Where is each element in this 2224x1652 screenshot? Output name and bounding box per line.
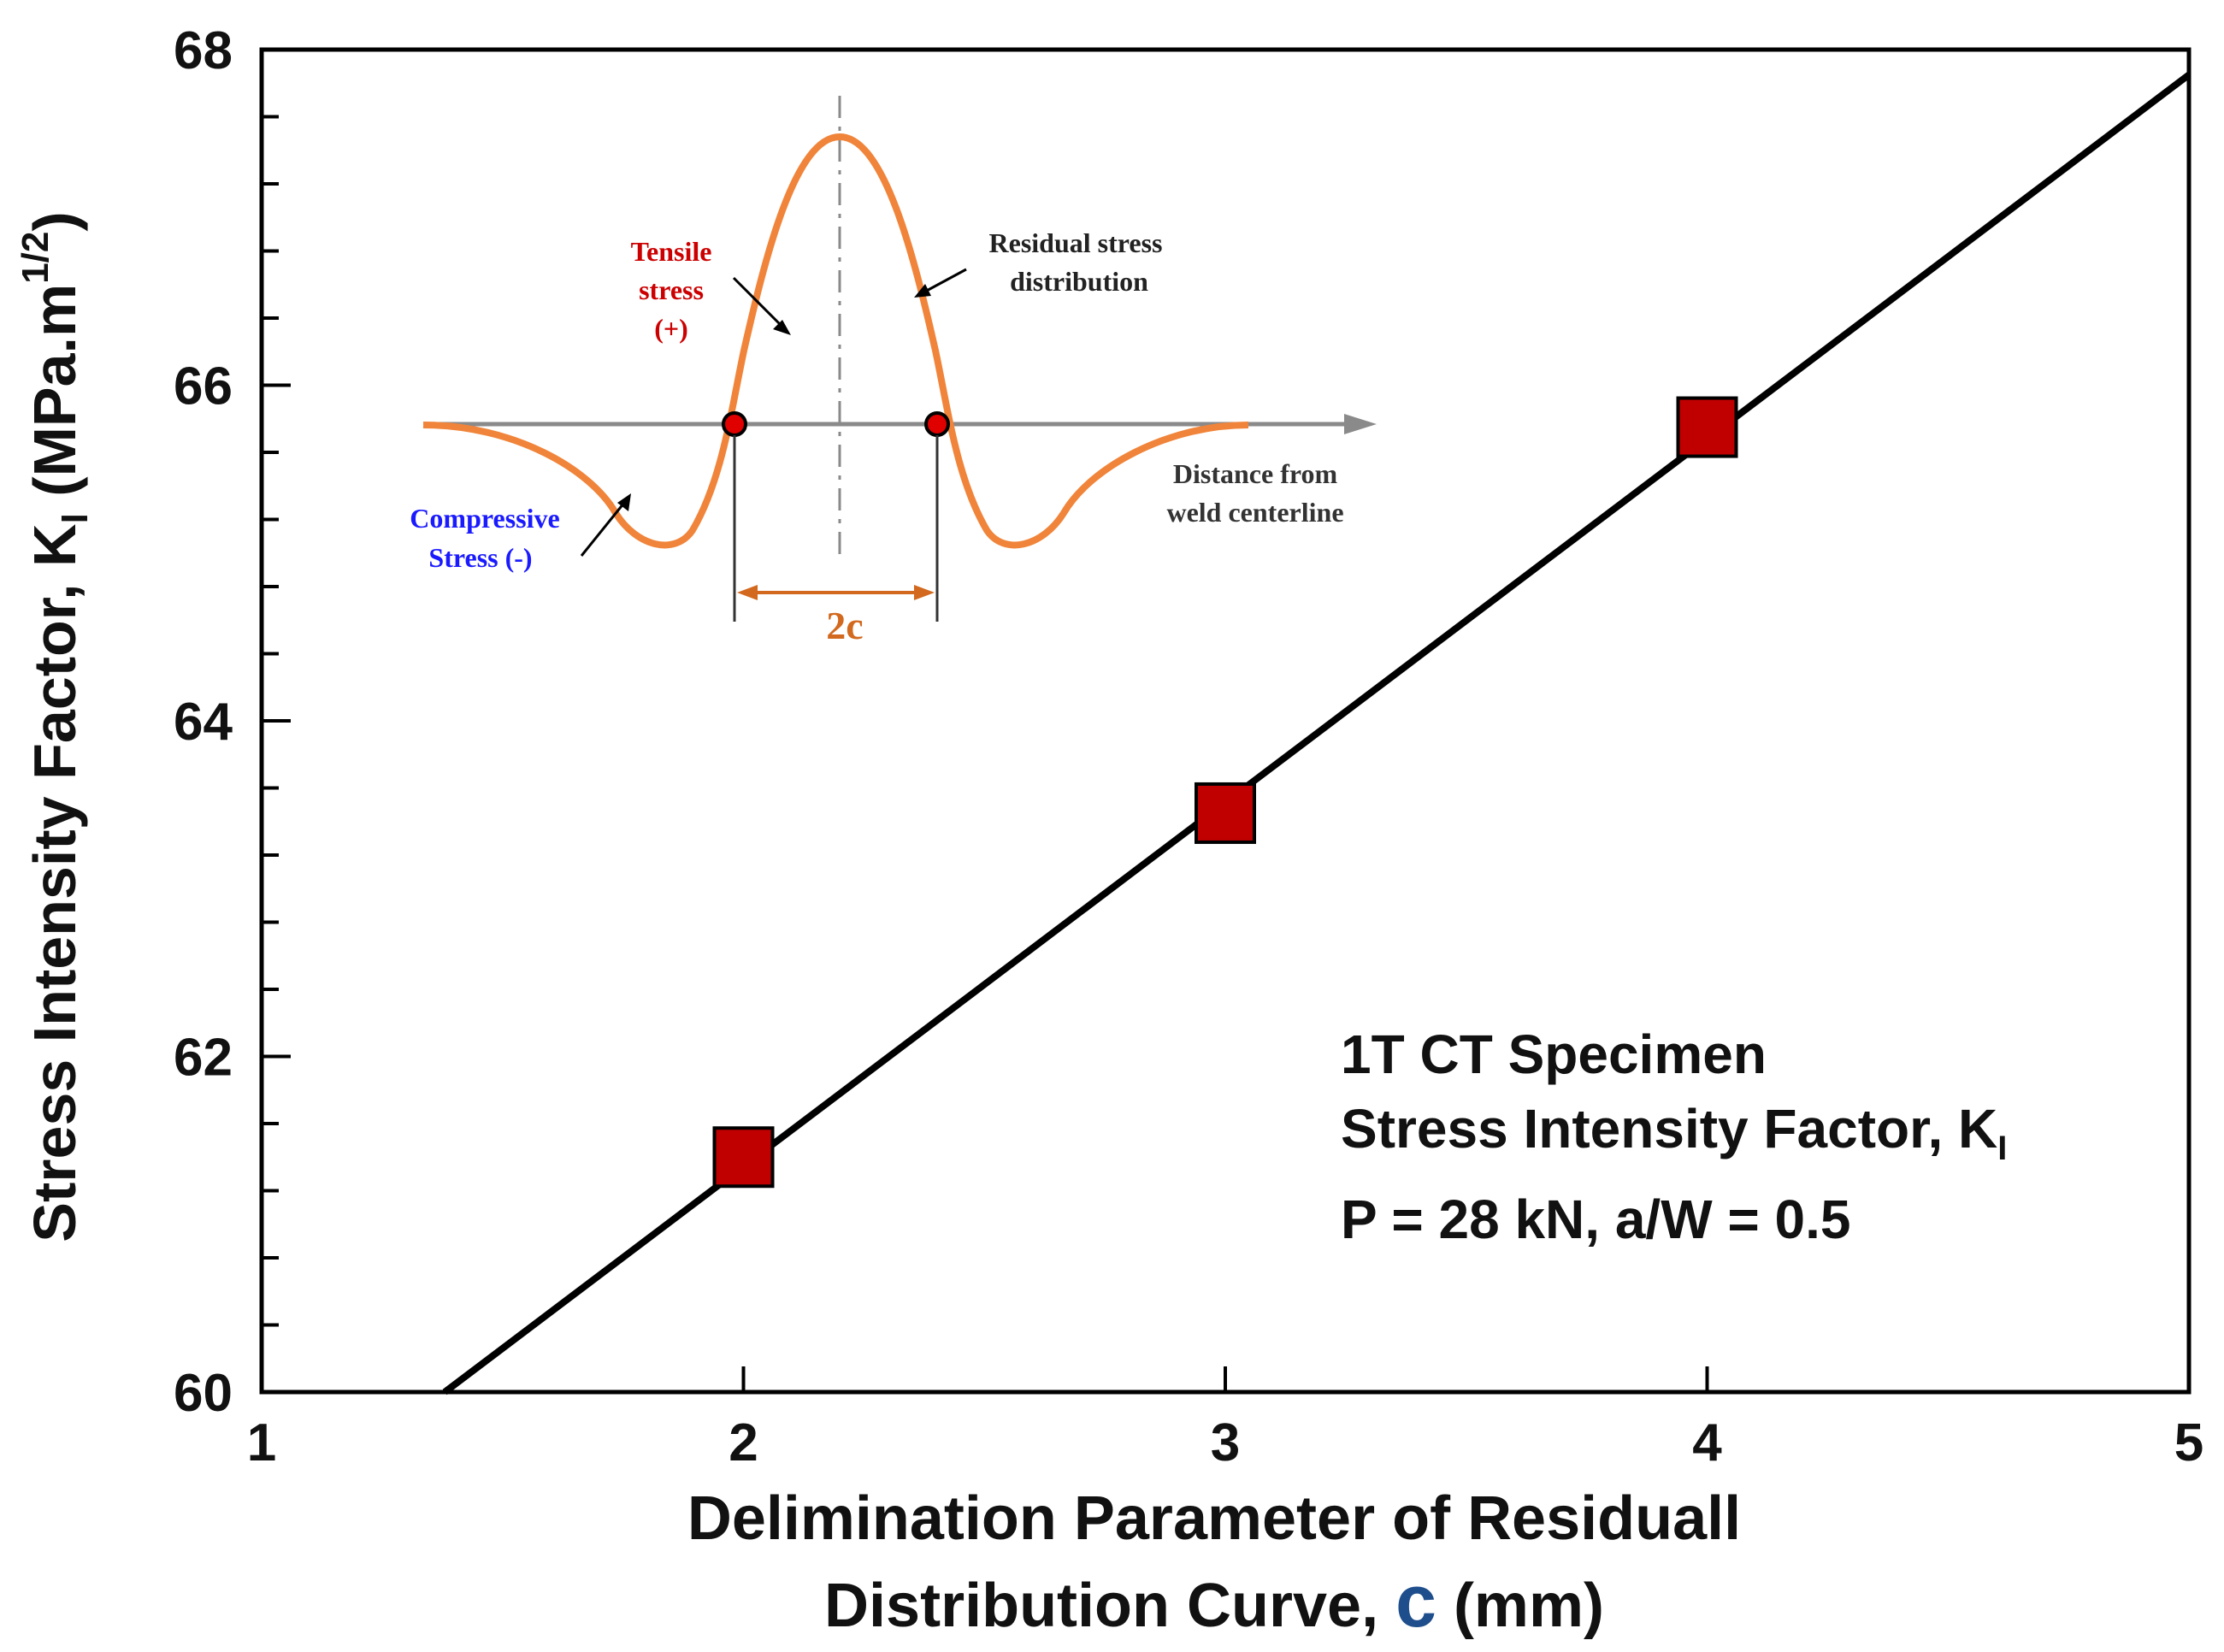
- inset-dim-arrow-right: [914, 585, 935, 600]
- x-tick-label: 1: [247, 1413, 276, 1472]
- y-axis-label-close: ): [21, 211, 88, 231]
- inset-distance-label-1: Distance from: [1173, 458, 1338, 489]
- inset-tensile-label-3: (+): [654, 313, 688, 344]
- y-axis-label-main: Stress Intensity Factor, K: [21, 523, 88, 1242]
- inset-compressive-label-2: Stress (-): [428, 542, 532, 573]
- x-axis-ticks: 1 2 3 4 5: [247, 1366, 2203, 1472]
- inset-tensile-label-2: stress: [639, 274, 704, 305]
- plot-frame: [259, 47, 2192, 1395]
- y-tick-label: 62: [174, 1029, 233, 1088]
- inset-residual-curve: [422, 133, 1249, 549]
- inset-residual-label-2: distribution: [1010, 266, 1148, 297]
- annotation-line1: 1T CT Specimen: [1341, 1024, 1767, 1085]
- inset-crossing-right: [924, 411, 950, 437]
- annotation-line3: P = 28 kN, a/W = 0.5: [1341, 1189, 1851, 1250]
- data-points: [712, 396, 1738, 1189]
- inset-residual-arrow: [923, 268, 967, 294]
- x-tick-label: 2: [729, 1413, 758, 1472]
- y-axis-label-unit: (MPa.m: [21, 284, 88, 513]
- x-axis-label-line1: Delimination Parameter of Residuall: [687, 1484, 1741, 1553]
- inset-axis-arrow: [1344, 414, 1377, 434]
- y-axis-label: Stress Intensity Factor, KI (MPa.m1/2): [15, 211, 96, 1242]
- inset-width-label: 2c: [826, 604, 863, 647]
- y-tick-label: 60: [174, 1364, 233, 1423]
- x-axis-label-symbol: c: [1395, 1561, 1436, 1643]
- inset-compressive-arrow: [580, 502, 626, 557]
- inset-tensile-arrowhead: [773, 320, 791, 335]
- annotation-line2-main: Stress Intensity Factor, K: [1341, 1098, 1997, 1159]
- data-point: [1676, 396, 1738, 458]
- y-axis-label-sub: I: [54, 513, 96, 523]
- y-tick-label: 64: [174, 693, 233, 752]
- annotation-line2-sub: I: [1997, 1130, 2007, 1167]
- x-tick-label: 3: [1211, 1413, 1240, 1472]
- inset-residual-label-1: Residual stress: [989, 227, 1163, 258]
- y-axis-label-sup: 1/2: [15, 232, 56, 284]
- data-point: [1195, 782, 1256, 844]
- inset-schematic: 2c Tensile stress (+) Residual stress di…: [410, 96, 1377, 647]
- x-axis-label-prefix: Distribution Curve,: [824, 1572, 1395, 1640]
- y-tick-label: 66: [174, 357, 233, 416]
- x-axis-label-line2: Distribution Curve, c (mm): [824, 1561, 1604, 1643]
- inset-distance-label-2: weld centerline: [1166, 497, 1343, 528]
- annotation-line2: Stress Intensity Factor, KI: [1341, 1098, 2007, 1167]
- inset-compressive-arrowhead: [617, 493, 631, 511]
- inset-dim-arrow-left: [737, 585, 758, 600]
- x-axis-label-suffix: (mm): [1436, 1572, 1604, 1640]
- inset-tensile-arrow: [732, 276, 784, 328]
- y-axis-ticks: 60 62 64 66 68: [174, 21, 291, 1423]
- inset-compressive-label-1: Compressive: [410, 503, 559, 534]
- x-tick-label: 5: [2174, 1413, 2203, 1472]
- data-point: [712, 1126, 775, 1189]
- y-tick-label: 68: [174, 21, 233, 80]
- inset-residual-arrowhead: [914, 284, 931, 298]
- x-tick-label: 4: [1692, 1413, 1722, 1472]
- inset-crossing-left: [722, 411, 747, 437]
- inset-tensile-label-1: Tensile: [631, 236, 712, 267]
- fit-line: [442, 72, 2192, 1395]
